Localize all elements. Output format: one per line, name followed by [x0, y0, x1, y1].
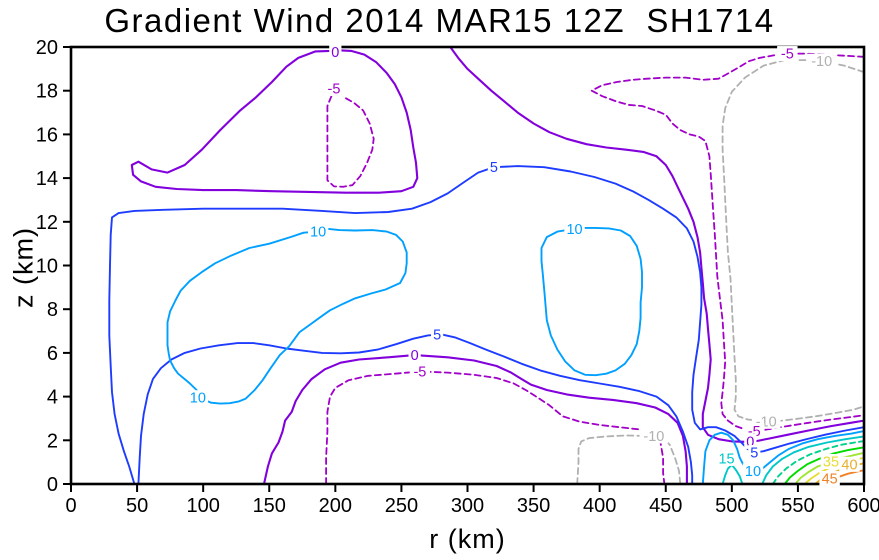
contour-label: -5	[413, 364, 426, 380]
contour-label-halo	[487, 159, 501, 175]
contour-line-10	[540, 226, 643, 377]
contour-label-halo	[307, 224, 329, 240]
contour-line--10	[721, 59, 865, 423]
contour-label-halo	[323, 81, 345, 97]
contour-label-halo	[748, 445, 761, 461]
y-axis-label: z (km)	[8, 227, 39, 308]
contour-label: 0	[331, 45, 339, 61]
contour-label-halo	[839, 456, 860, 472]
y-tick-label: 20	[36, 37, 58, 59]
contour-line--10	[576, 434, 682, 485]
x-tick-label: 450	[649, 495, 682, 517]
contour-label: 10	[190, 391, 206, 407]
x-tick-label: 150	[253, 495, 286, 517]
contour-label: -5	[328, 82, 341, 98]
x-tick-label: 500	[715, 495, 748, 517]
y-tick-label: 16	[36, 124, 58, 146]
x-tick-label: 400	[583, 495, 616, 517]
contour-label: 5	[750, 446, 758, 462]
contour-label: 35	[823, 454, 839, 470]
contour-line-0	[449, 45, 866, 443]
contour-line-15	[761, 435, 865, 485]
contour-label-halo	[409, 363, 431, 379]
contour-line--5	[325, 370, 666, 485]
contour-label: 10	[745, 464, 761, 480]
contour-label: 0	[411, 348, 419, 364]
x-axis-label: r (km)	[429, 524, 506, 554]
contour-label: 45	[822, 472, 838, 488]
contour-label: -5	[781, 47, 794, 63]
contour-label: 10	[566, 222, 582, 238]
contour-label: 40	[841, 457, 857, 473]
contour-label-halo	[329, 44, 342, 60]
contour-line-25	[783, 446, 865, 485]
contour-label-halo	[639, 428, 669, 444]
contour-label-halo	[431, 326, 444, 342]
contour-line-0	[262, 354, 688, 486]
contour-label-halo	[716, 450, 737, 466]
x-tick-label: 350	[517, 495, 550, 517]
y-tick-label: 10	[36, 256, 58, 278]
x-tick-label: 550	[781, 495, 814, 517]
contour-line-0	[130, 49, 419, 194]
contour-line-15	[721, 463, 744, 485]
y-tick-label: 12	[36, 212, 58, 234]
contour-label: 5	[433, 327, 441, 343]
chart-title: Gradient Wind 2014 MAR15 12Z SH1714	[104, 2, 775, 39]
x-tick-label: 0	[65, 495, 76, 517]
y-tick-label: 4	[47, 387, 58, 409]
contour-label: 15	[718, 451, 734, 467]
contour-line-5	[108, 165, 865, 485]
contour-line-5	[137, 333, 694, 485]
contour-line-10	[166, 227, 408, 405]
contour-label-halo	[742, 463, 764, 479]
y-tick-label: 0	[47, 474, 58, 496]
x-tick-label: 600	[847, 495, 879, 517]
contour-label-halo	[564, 221, 585, 237]
contour-label-halo	[807, 53, 837, 69]
x-tick-label: 50	[126, 495, 148, 517]
contour-label: -10	[811, 54, 832, 70]
x-tick-label: 200	[319, 495, 352, 517]
x-tick-label: 100	[186, 495, 219, 517]
y-tick-label: 6	[47, 343, 58, 365]
contour-label-halo	[408, 347, 421, 363]
contour-line-20	[771, 440, 865, 485]
contour-label: 5	[490, 160, 498, 176]
y-tick-label: 18	[36, 81, 58, 103]
contour-label-halo	[187, 390, 209, 406]
contour-label-halo	[819, 471, 840, 487]
x-tick-label: 300	[451, 495, 484, 517]
x-tick-label: 250	[385, 495, 418, 517]
contour-label-halo	[777, 46, 798, 62]
y-tick-label: 2	[47, 430, 58, 452]
y-tick-label: 14	[36, 168, 58, 190]
contour-label: -10	[643, 429, 664, 445]
contour-label-halo	[820, 453, 842, 469]
contour-line--5	[590, 52, 865, 432]
y-tick-label: 8	[47, 299, 58, 321]
contour-label: 10	[310, 225, 326, 241]
plot-frame	[69, 45, 866, 486]
contour-label: 0	[746, 434, 754, 450]
contour-line--5	[326, 95, 375, 188]
